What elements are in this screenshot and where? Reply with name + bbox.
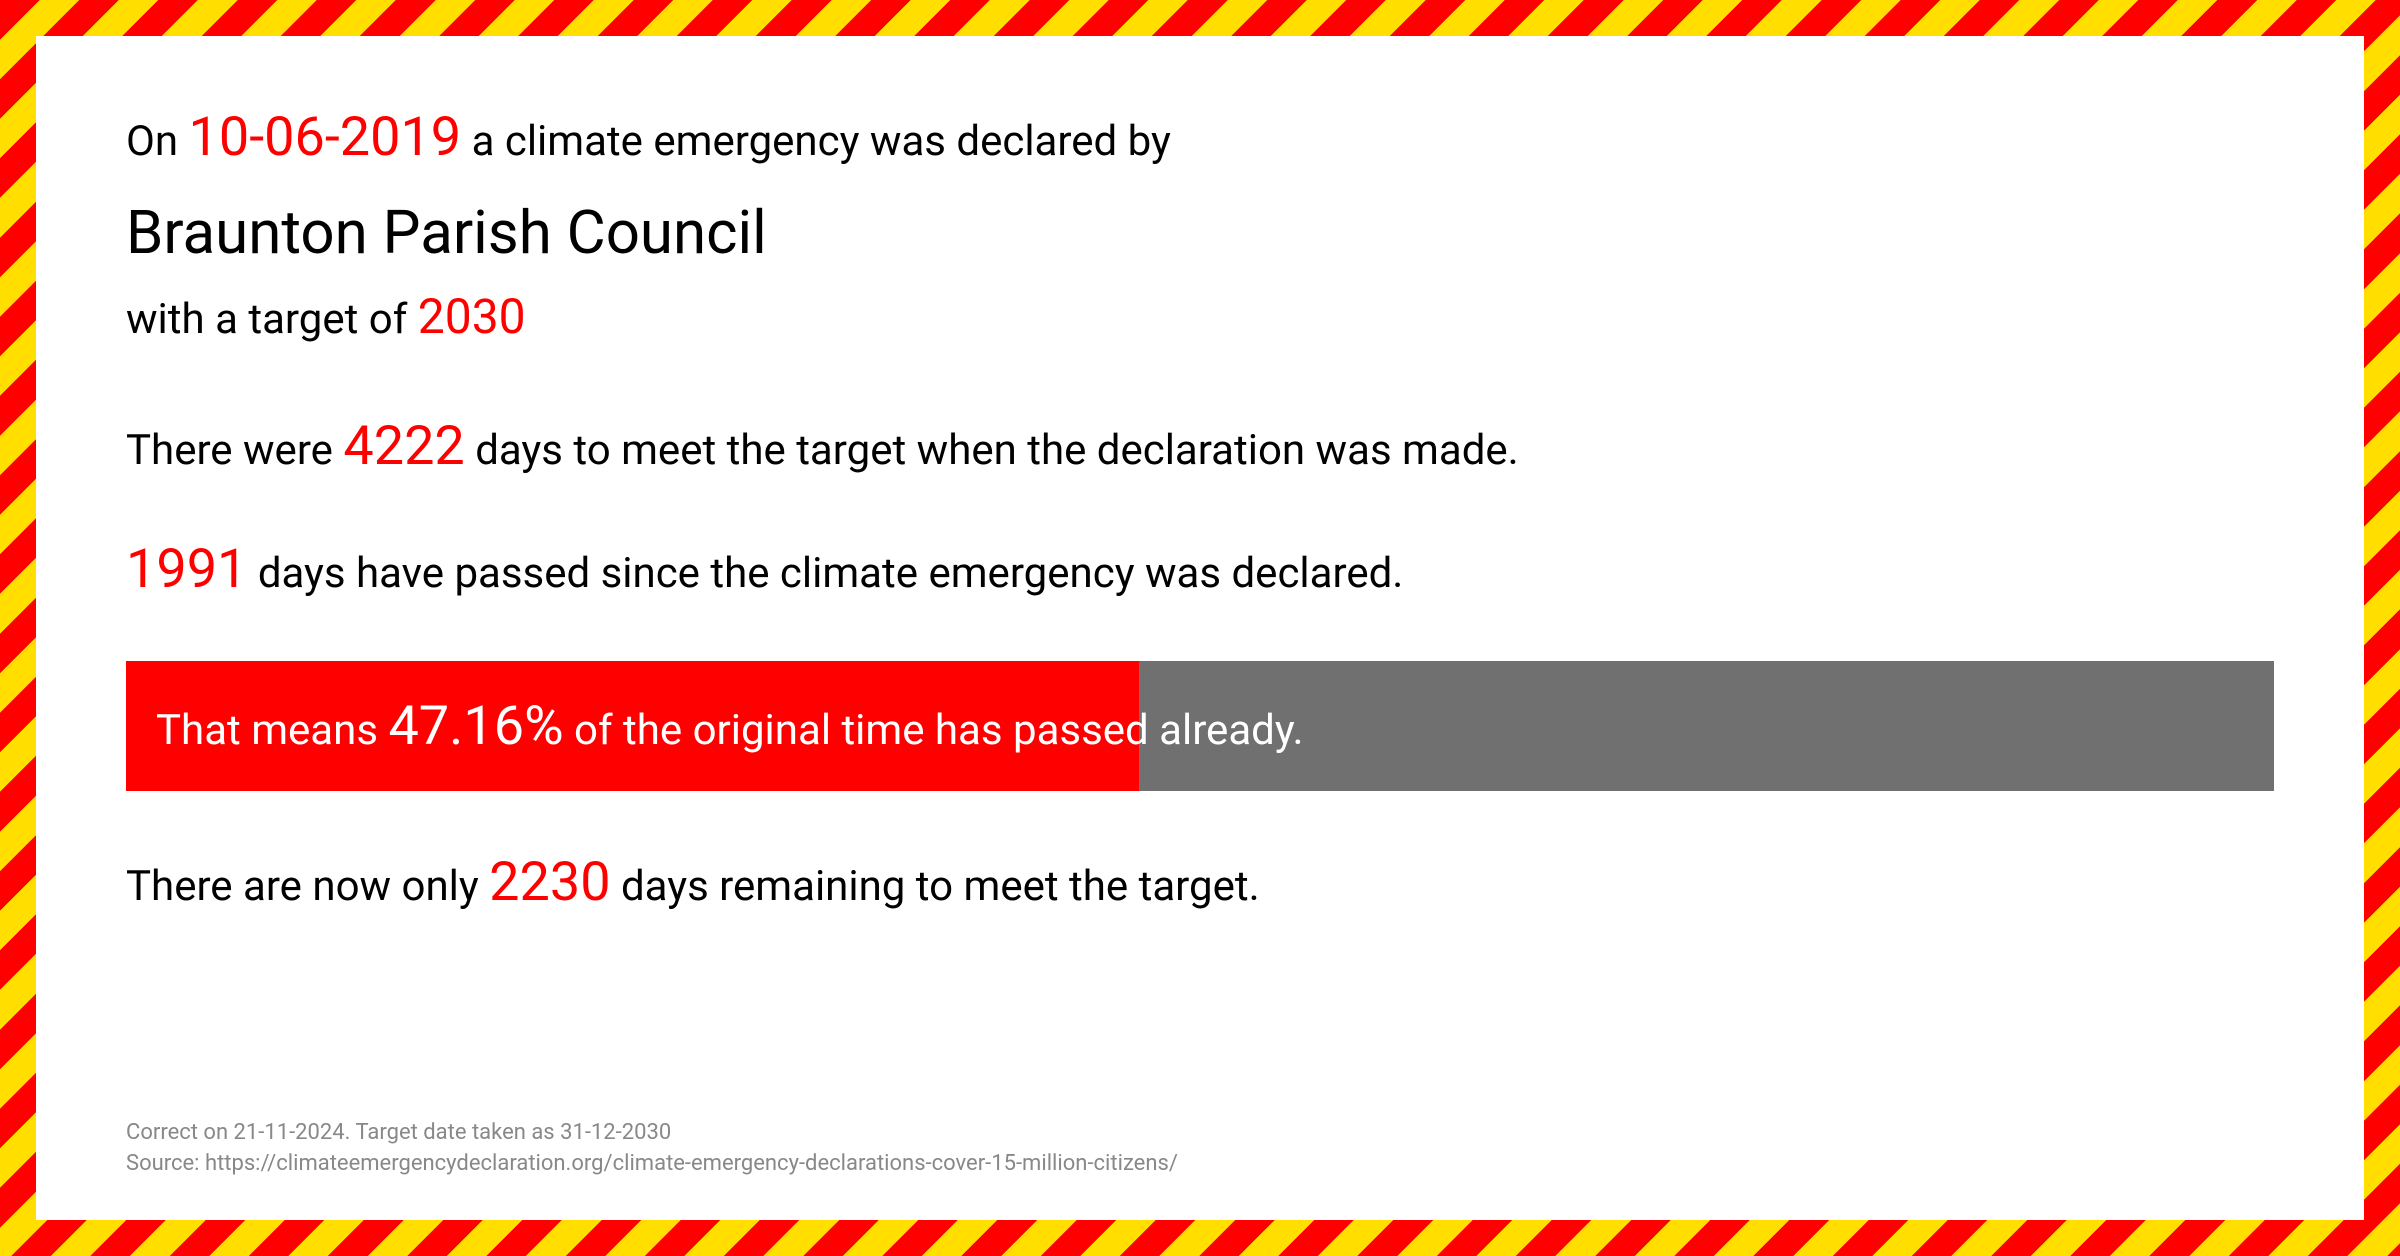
council-name: Braunton Parish Council — [126, 197, 2274, 268]
content-panel: On 10-06-2019 a climate emergency was de… — [36, 36, 2364, 1220]
progress-suffix: of the original time has passed already. — [564, 706, 1304, 755]
progress-text: That means 47.16% of the original time h… — [126, 695, 1304, 758]
days-total-value: 4222 — [343, 415, 464, 478]
declaration-date: 10-06-2019 — [189, 106, 462, 169]
footer-line-1: Correct on 21-11-2024. Target date taken… — [126, 1118, 2274, 1149]
progress-bar: That means 47.16% of the original time h… — [126, 661, 2274, 791]
days-total-prefix: There were — [126, 426, 343, 475]
target-prefix: with a target of — [126, 295, 418, 344]
hazard-border: On 10-06-2019 a climate emergency was de… — [0, 0, 2400, 1256]
days-total-line: There were 4222 days to meet the target … — [126, 415, 2274, 478]
days-remaining-suffix: days remaining to meet the target. — [611, 862, 1260, 911]
footer-line-2: Source: https://climateemergencydeclarat… — [126, 1149, 2274, 1180]
days-passed-line: 1991 days have passed since the climate … — [126, 538, 2274, 601]
target-year: 2030 — [418, 288, 526, 345]
footer: Correct on 21-11-2024. Target date taken… — [126, 1118, 2274, 1180]
progress-prefix: That means — [156, 706, 388, 755]
days-passed-suffix: days have passed since the climate emerg… — [247, 549, 1403, 598]
intro-suffix: a climate emergency was declared by — [461, 117, 1171, 166]
days-remaining-value: 2230 — [489, 851, 610, 914]
intro-line: On 10-06-2019 a climate emergency was de… — [126, 106, 2274, 169]
days-total-suffix: days to meet the target when the declara… — [465, 426, 1519, 475]
days-remaining-line: There are now only 2230 days remaining t… — [126, 851, 2274, 914]
intro-prefix: On — [126, 117, 189, 166]
days-passed-value: 1991 — [126, 538, 247, 601]
target-line: with a target of 2030 — [126, 288, 2274, 345]
days-remaining-prefix: There are now only — [126, 862, 489, 911]
progress-percent: 47.16% — [388, 695, 563, 758]
